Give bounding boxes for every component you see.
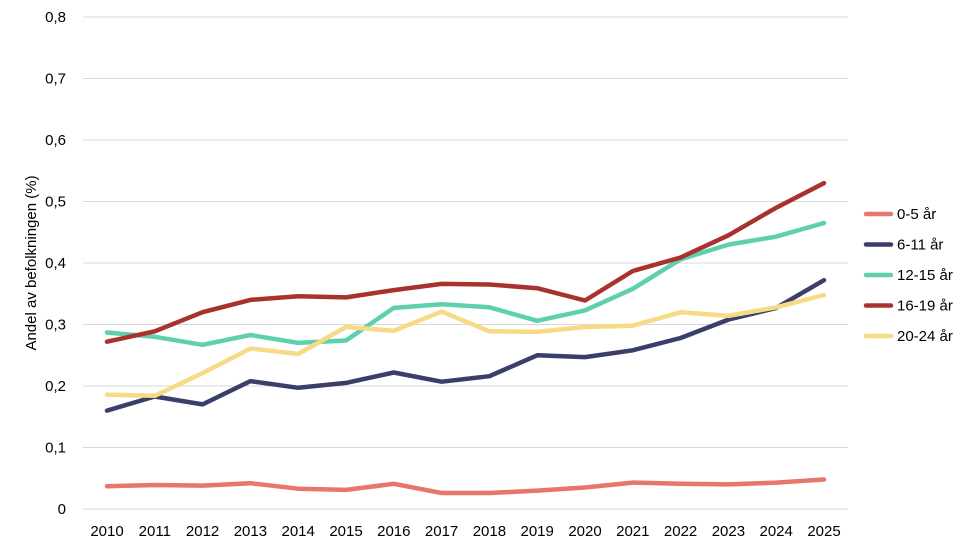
y-tick-label: 0 (58, 501, 66, 518)
x-tick-label: 2021 (616, 523, 649, 540)
x-tick-label: 2012 (186, 523, 219, 540)
series-line (104, 180, 827, 344)
y-tick-label: 0,7 (45, 71, 66, 88)
legend-label: 20-24 år (897, 328, 953, 345)
legend-label: 16-19 år (897, 298, 953, 315)
x-tick-label: 2014 (282, 523, 315, 540)
x-tick-label: 2020 (568, 523, 601, 540)
x-tick-label: 2017 (425, 523, 458, 540)
y-tick-label: 0,1 (45, 440, 66, 457)
y-tick-label: 0,6 (45, 132, 66, 149)
series-line (104, 220, 827, 348)
x-tick-label: 2022 (664, 523, 697, 540)
x-tick-label: 2013 (234, 523, 267, 540)
x-tick-label: 2023 (712, 523, 745, 540)
x-tick-label: 2016 (377, 523, 410, 540)
y-tick-label: 0,3 (45, 317, 66, 334)
x-tick-label: 2015 (329, 523, 362, 540)
y-tick-label: 0,2 (45, 378, 66, 395)
x-tick-label: 2010 (90, 523, 123, 540)
y-tick-label: 0,4 (45, 255, 66, 272)
x-tick-label: 2025 (807, 523, 840, 540)
legend-label: 6-11 år (897, 237, 943, 254)
y-tick-label: 0,5 (45, 194, 66, 211)
x-tick-label: 2018 (473, 523, 506, 540)
series-line (104, 477, 827, 496)
series-line (104, 292, 827, 399)
y-axis-label: Andel av befolkningen (%) (23, 175, 40, 350)
legend-label: 12-15 år (897, 267, 953, 284)
series-line (104, 277, 827, 413)
y-axis-ticks: 0 0,1 0,2 0,3 0,4 0,5 0,6 0,7 0,8 (45, 9, 66, 518)
x-tick-label: 2024 (760, 523, 793, 540)
x-tick-label: 2019 (521, 523, 554, 540)
legend-label: 0-5 år (897, 206, 936, 223)
y-tick-label: 0,8 (45, 9, 66, 26)
x-tick-label: 2011 (139, 523, 171, 540)
legend: 0-5 år 6-11 år 12-15 år 16-19 år 20-24 år (863, 206, 953, 345)
series-lines (104, 180, 827, 496)
gridlines (83, 16, 848, 510)
x-axis-ticks: 2010 2011 2012 2013 2014 2015 2016 2017 2018 2019… (90, 523, 840, 540)
